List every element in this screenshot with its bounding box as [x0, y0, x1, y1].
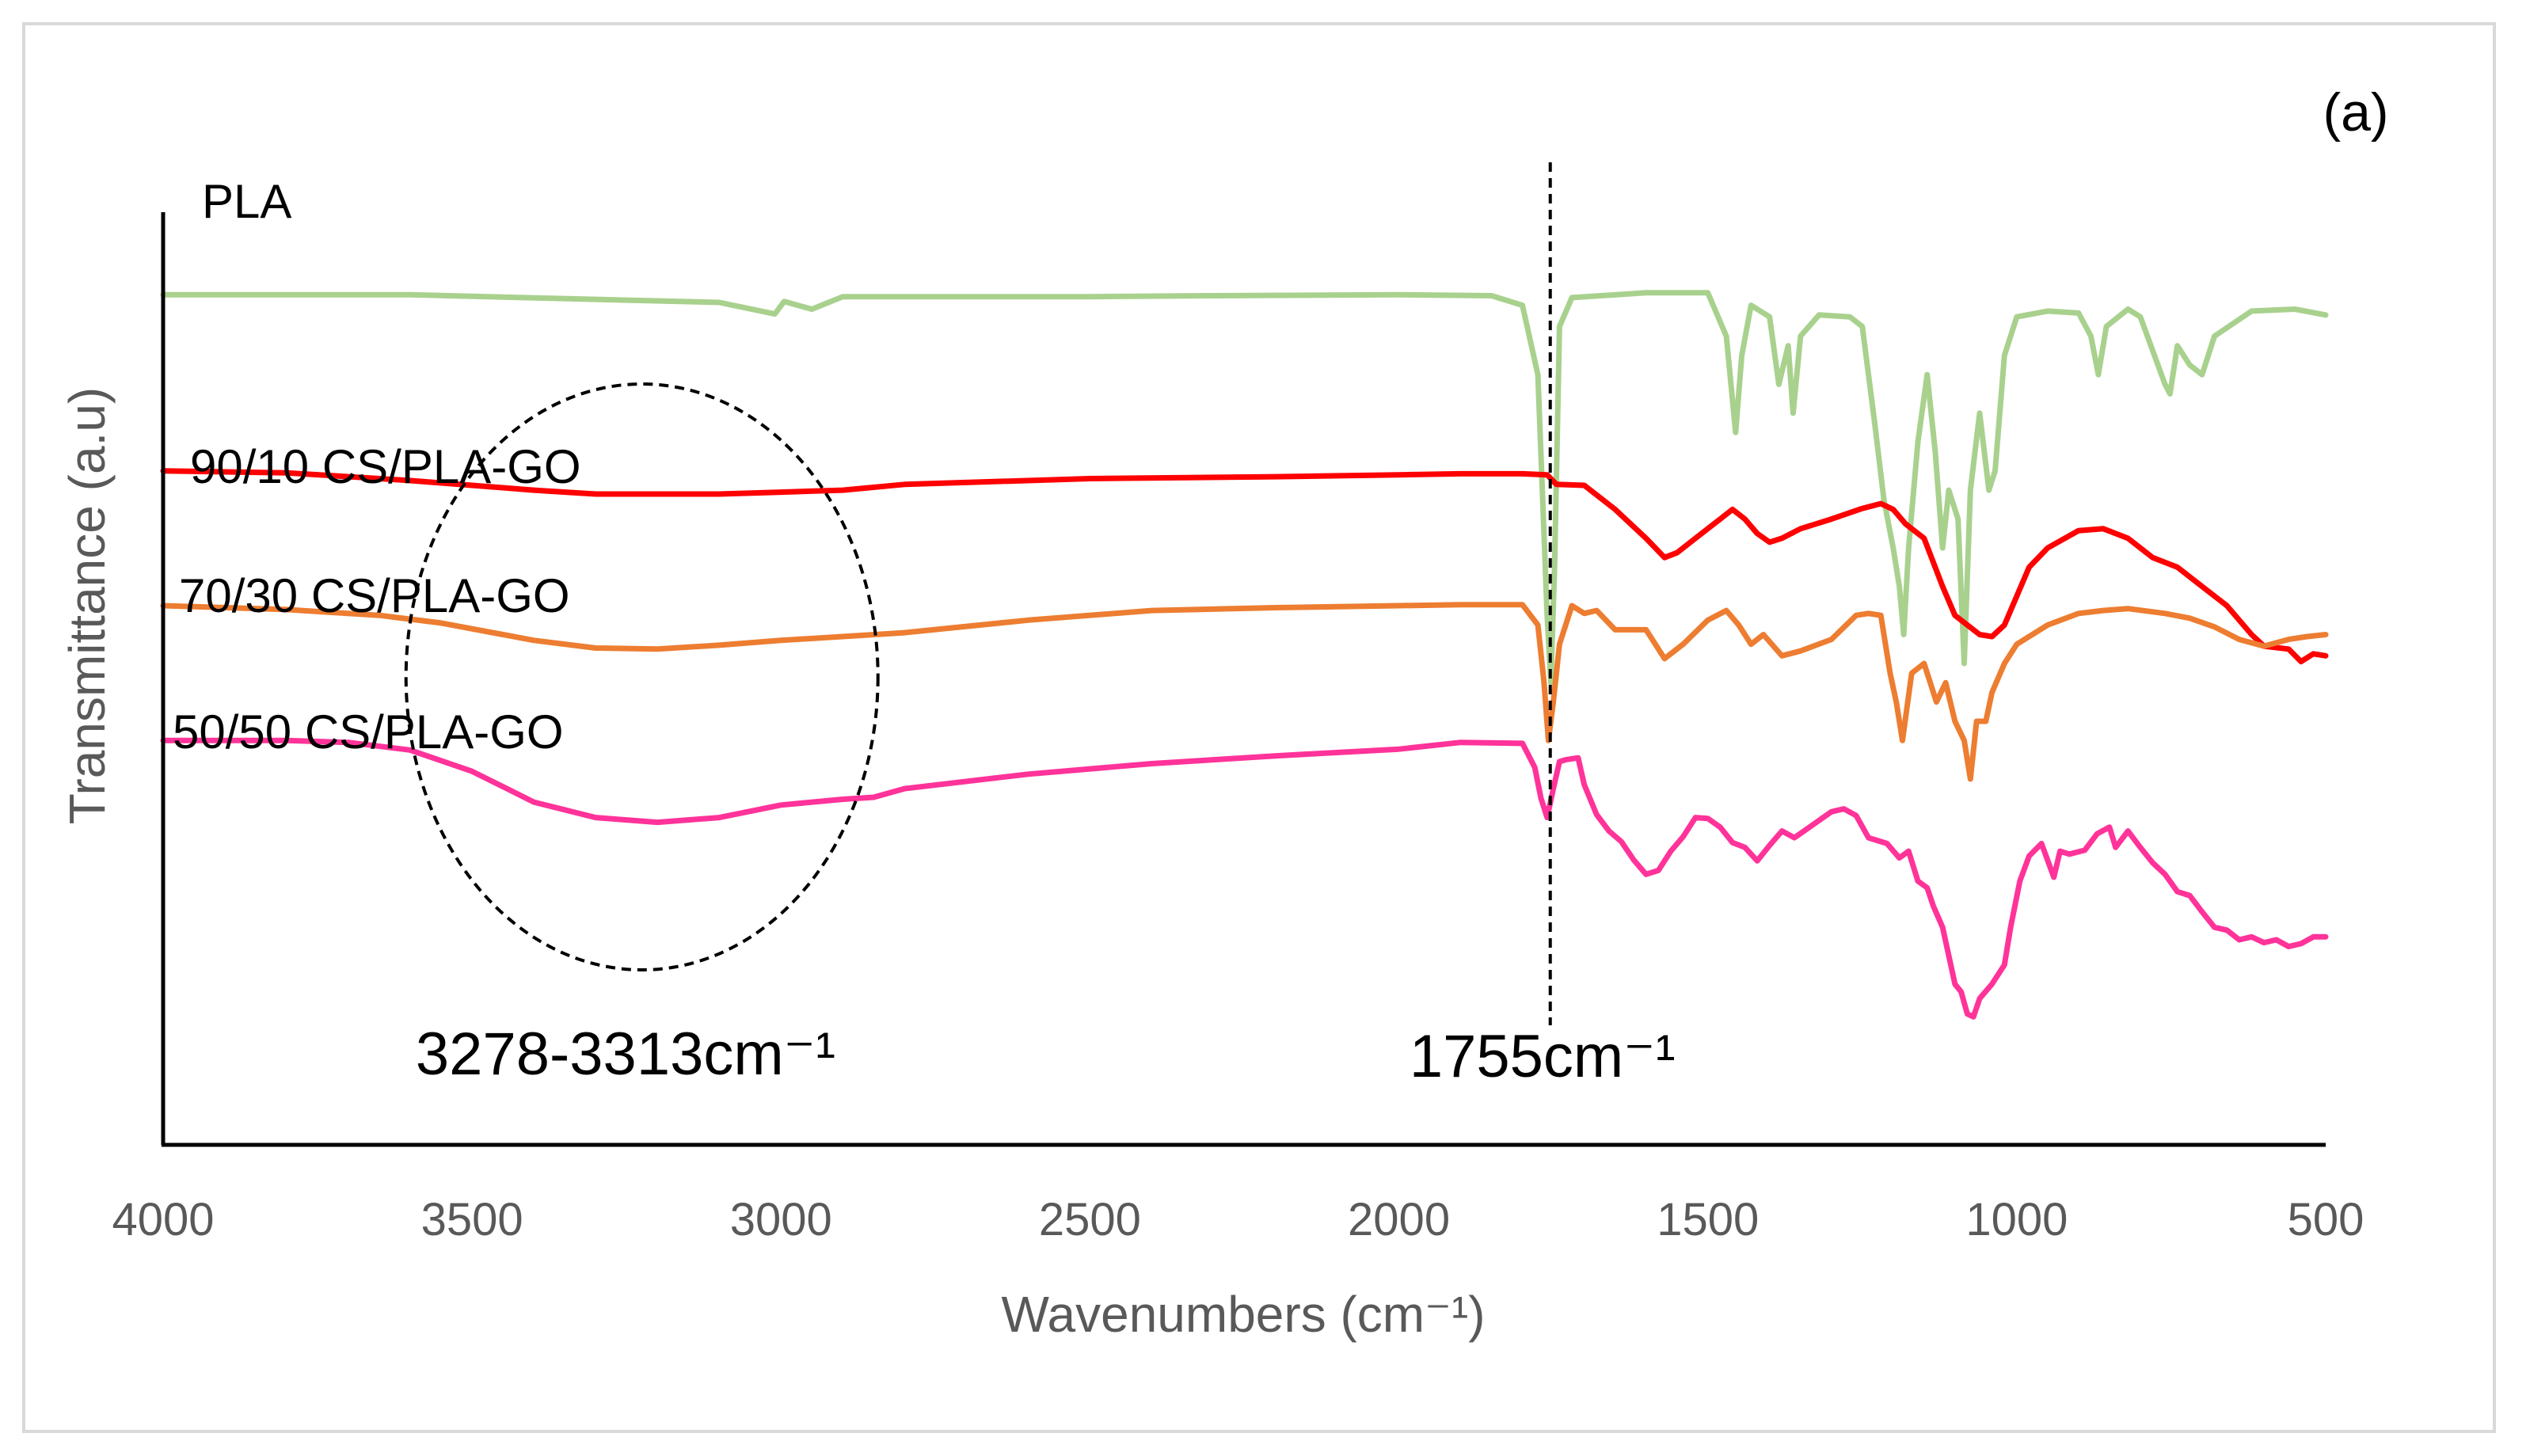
x-axis-title: Wavenumbers (cm⁻¹)	[1001, 1286, 1485, 1343]
x-tick-labels: 4000 3500 3000 2500 2000 1500 1000 500	[112, 1194, 2364, 1245]
series-label-50-50: 50/50 CS/PLA-GO	[173, 705, 564, 758]
oh-region-ellipse	[404, 382, 880, 971]
y-axis-title: Transmittance (a.u)	[59, 387, 116, 824]
x-tick-label: 2000	[1348, 1194, 1450, 1245]
x-tick-label: 2500	[1039, 1194, 1141, 1245]
series-label-70-30: 70/30 CS/PLA-GO	[179, 569, 570, 622]
series-line-2	[160, 602, 2329, 782]
series-line-1	[160, 468, 2329, 665]
series-label-90-10: 90/10 CS/PLA-GO	[190, 440, 581, 493]
x-tick-label: 3000	[730, 1194, 832, 1245]
x-tick-label: 1000	[1965, 1194, 2068, 1245]
panel-label: (a)	[2323, 82, 2388, 143]
series-label-pla: PLA	[202, 175, 291, 228]
x-tick-label: 1500	[1657, 1194, 1759, 1245]
series-group	[160, 290, 2329, 1020]
series-labels: PLA 90/10 CS/PLA-GO 70/30 CS/PLA-GO 50/5…	[173, 175, 581, 758]
annotation-group: 1755cm⁻¹ 3278-3313cm⁻¹	[404, 162, 1676, 1090]
series-line-0	[160, 290, 2329, 686]
x-tick-label: 500	[2288, 1194, 2365, 1245]
x-tick-label: 3500	[421, 1194, 523, 1245]
plot-area: 1755cm⁻¹ 3278-3313cm⁻¹	[160, 162, 2329, 1147]
oh-region-label: 3278-3313cm⁻¹	[416, 1021, 835, 1088]
x-tick-label: 4000	[112, 1194, 214, 1245]
series-line-3	[160, 737, 2329, 1020]
peak-1755-label: 1755cm⁻¹	[1410, 1023, 1676, 1090]
figure-frame	[22, 22, 2496, 1433]
